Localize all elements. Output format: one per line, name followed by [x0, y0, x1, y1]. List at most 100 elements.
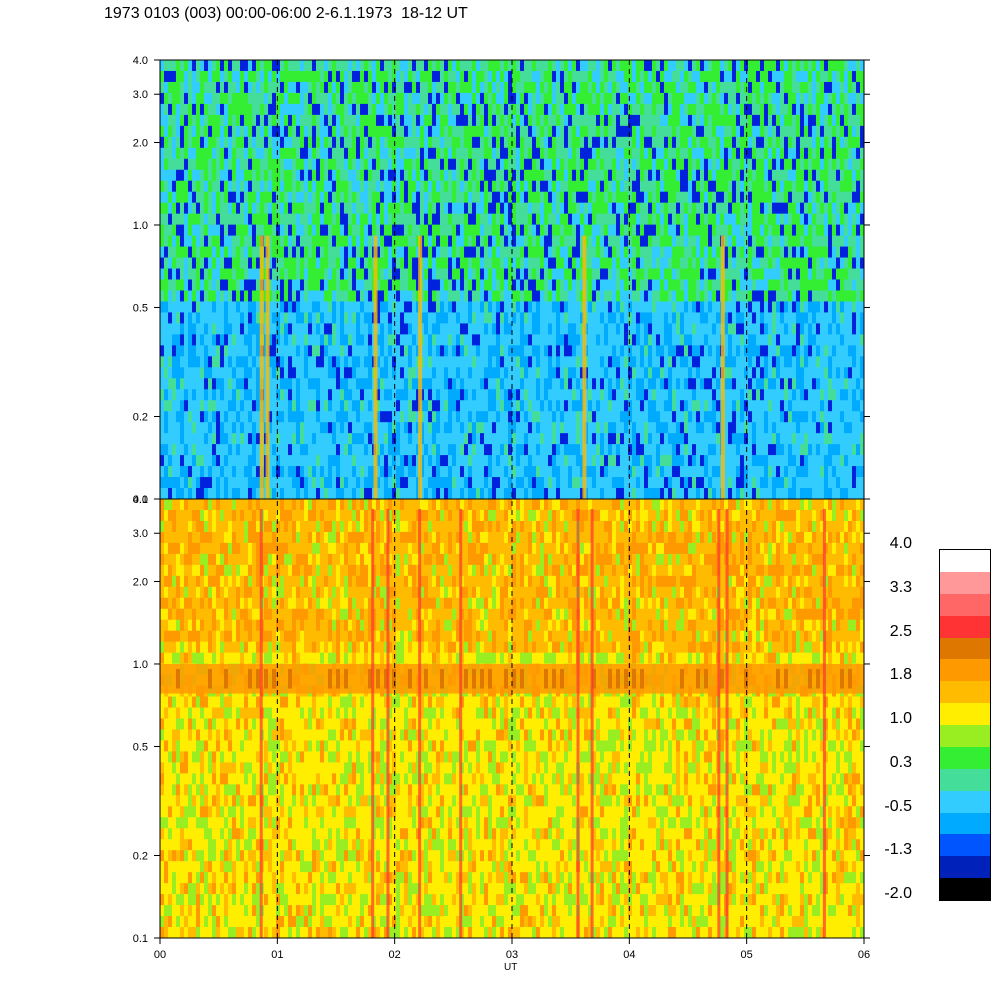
heatmap-cell: [468, 411, 473, 423]
heatmap-cell: [652, 411, 657, 423]
heatmap-cell: [508, 444, 513, 456]
heatmap-cell: [528, 147, 533, 160]
heatmap-cell: [380, 246, 385, 258]
heatmap-cell: [376, 202, 381, 214]
heatmap-cell: [512, 466, 517, 478]
heatmap-cell: [312, 422, 317, 434]
heatmap-cell: [192, 180, 197, 192]
heatmap-cell: [472, 433, 477, 445]
heatmap-cell: [392, 180, 397, 192]
heatmap-cell: [420, 257, 425, 269]
heatmap-cell: [404, 290, 409, 302]
heatmap-cell: [308, 422, 313, 434]
heatmap-cell: [324, 433, 329, 445]
heatmap-cell: [640, 268, 645, 280]
heatmap-cell: [240, 191, 245, 203]
heatmap-cell: [196, 455, 201, 467]
heatmap-cell: [244, 356, 249, 368]
heatmap-cell: [412, 466, 417, 478]
heatmap-cell: [216, 81, 221, 94]
heatmap-cell: [528, 312, 533, 324]
heatmap-cell: [292, 180, 297, 192]
heatmap-cell: [412, 323, 417, 335]
heatmap-cell: [372, 213, 377, 225]
heatmap-cell: [188, 147, 193, 160]
heatmap-cell: [364, 147, 369, 160]
heatmap-cell: [552, 400, 557, 412]
heatmap-cell: [328, 411, 333, 423]
heatmap-cell: [368, 455, 373, 467]
heatmap-cell: [484, 488, 489, 500]
heatmap-cell: [580, 125, 585, 138]
heatmap-cell: [248, 378, 253, 390]
heatmap-cell: [164, 389, 169, 401]
heatmap-cell: [528, 103, 533, 116]
heatmap-cell: [324, 400, 329, 412]
heatmap-cell: [472, 147, 477, 160]
heatmap-cell: [504, 345, 509, 357]
heatmap-cell: [172, 81, 177, 94]
heatmap-cell: [304, 422, 309, 434]
heatmap-cell: [380, 136, 385, 149]
heatmap-cell: [284, 312, 289, 324]
heatmap-cell: [492, 158, 497, 171]
heatmap-cell: [528, 92, 533, 105]
heatmap-cell: [380, 70, 385, 83]
heatmap-cell: [324, 70, 329, 83]
heatmap-cell: [460, 334, 465, 346]
heatmap-cell: [168, 312, 173, 324]
heatmap-cell: [452, 268, 457, 280]
heatmap-cell: [568, 246, 573, 258]
heatmap-cell: [312, 345, 317, 357]
heatmap-cell: [508, 312, 513, 324]
heatmap-cell: [648, 268, 653, 280]
heatmap-cell: [360, 334, 365, 346]
heatmap-cell: [168, 70, 173, 83]
heatmap-cell: [476, 389, 481, 401]
heatmap-cell: [536, 290, 541, 302]
heatmap-cell: [352, 334, 357, 346]
heatmap-cell: [216, 378, 221, 390]
heatmap-cell: [440, 367, 445, 379]
heatmap-cell: [440, 433, 445, 445]
heatmap-cell: [560, 136, 565, 149]
heatmap-cell: [616, 345, 621, 357]
heatmap-cell: [404, 323, 409, 335]
heatmap-cell: [512, 191, 517, 203]
heatmap-cell: [180, 367, 185, 379]
heatmap-cell: [312, 444, 317, 456]
heatmap-cell: [536, 455, 541, 467]
heatmap-cell: [336, 422, 341, 434]
heatmap-cell: [428, 378, 433, 390]
heatmap-cell: [284, 224, 289, 236]
heatmap-cell: [532, 224, 537, 236]
heatmap-cell: [636, 213, 641, 225]
heatmap-cell: [644, 433, 649, 445]
heatmap-cell: [276, 345, 281, 357]
heatmap-cell: [268, 367, 273, 379]
heatmap-cell: [488, 301, 493, 313]
heatmap-cell: [476, 169, 481, 182]
heatmap-cell: [408, 125, 413, 138]
heatmap-cell: [620, 367, 625, 379]
heatmap-cell: [244, 411, 249, 423]
heatmap-cell: [168, 378, 173, 390]
heatmap-cell: [288, 301, 293, 313]
heatmap-cell: [352, 345, 357, 357]
heatmap-cell: [476, 334, 481, 346]
heatmap-cell: [224, 488, 229, 500]
heatmap-cell: [208, 136, 213, 149]
heatmap-cell: [188, 136, 193, 149]
heatmap-cell: [272, 114, 277, 127]
heatmap-cell: [548, 389, 553, 401]
heatmap-cell: [420, 60, 425, 72]
heatmap-cell: [516, 433, 521, 445]
heatmap-cell: [288, 213, 293, 225]
heatmap-cell: [172, 114, 177, 127]
heatmap-cell: [440, 301, 445, 313]
heatmap-cell: [200, 147, 205, 160]
heatmap-cell: [296, 114, 301, 127]
heatmap-cell: [184, 312, 189, 324]
heatmap-cell: [272, 477, 277, 489]
heatmap-cell: [452, 279, 457, 291]
